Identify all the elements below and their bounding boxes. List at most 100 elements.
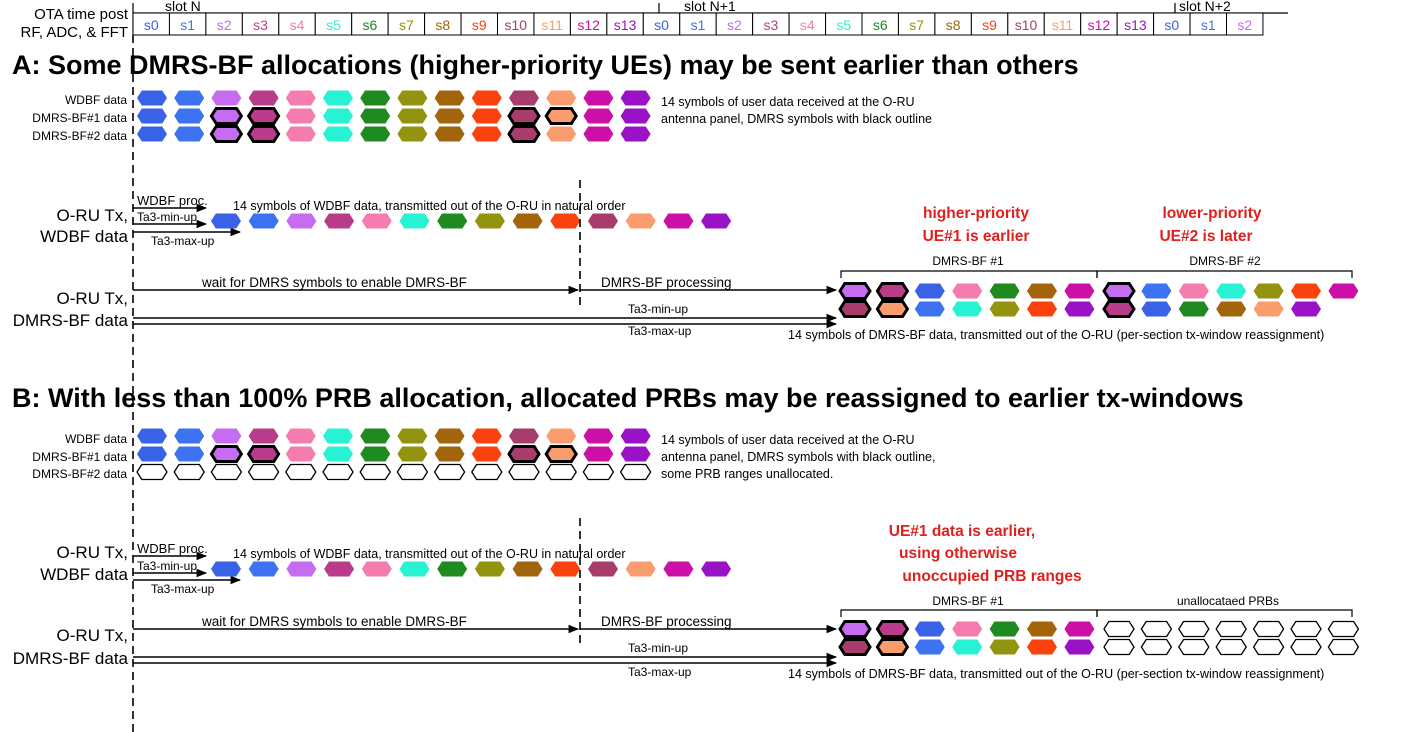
- red-note-ue1: using otherwise: [899, 545, 1017, 562]
- symbol-label: s10: [504, 17, 527, 33]
- symbol-hex: [471, 463, 503, 481]
- symbol-label: s7: [399, 17, 414, 33]
- symbol-hex: [1253, 283, 1284, 299]
- rx-note: antenna panel, DMRS symbols with black o…: [661, 450, 935, 464]
- symbol-hex: [625, 561, 656, 577]
- symbol-hex: [211, 90, 242, 106]
- symbol-hex: [399, 213, 430, 229]
- symbol-hex: [545, 463, 577, 481]
- ta3-max-long-label: Ta3-max-up: [628, 665, 692, 679]
- symbol-hex: [507, 125, 541, 143]
- symbol-hex: [1064, 621, 1095, 637]
- symbol-label: s4: [800, 17, 815, 33]
- symbol-hex: [211, 561, 241, 577]
- rx-label-dmrs1: DMRS-BF#1 data: [32, 111, 127, 125]
- symbol-label: s0: [1164, 17, 1179, 33]
- symbol-hex: [620, 428, 651, 444]
- red-note-ue2: lower-priority: [1162, 205, 1261, 222]
- symbol-hex: [361, 561, 392, 577]
- red-note-ue1: UE#1 is earlier: [923, 228, 1030, 245]
- red-note-ue1: higher-priority: [923, 205, 1029, 222]
- section-b-wdbf-tx: [211, 561, 732, 577]
- symbol-hex: [1252, 620, 1285, 638]
- symbol-hex: [544, 445, 578, 463]
- section-b-title: B: With less than 100% PRB allocation, a…: [12, 383, 1244, 413]
- brace-dmrs1: [840, 609, 1098, 617]
- brace-unallocated: [1096, 609, 1353, 617]
- symbol-hex: [285, 463, 317, 481]
- rx-note: 14 symbols of user data received at the …: [661, 95, 915, 109]
- symbol-hex: [620, 108, 651, 124]
- symbol-hex: [286, 561, 317, 577]
- symbol-hex: [434, 108, 465, 124]
- symbol-hex: [663, 561, 694, 577]
- symbol-hex: [1291, 283, 1321, 299]
- section-a-title: A: Some DMRS-BF allocations (higher-prio…: [12, 50, 1079, 80]
- symbol-hex: [434, 90, 465, 106]
- symbol-hex: [663, 213, 694, 229]
- symbol-hex: [286, 213, 317, 229]
- symbol-hex: [838, 620, 872, 638]
- brace-dmrs2: [1096, 270, 1353, 278]
- ta3-max-label: Ta3-max-up: [151, 582, 215, 596]
- symbol-label: s2: [1237, 17, 1252, 33]
- brace-label: DMRS-BF #2: [1189, 254, 1261, 268]
- symbol-hex: [701, 561, 732, 577]
- timeline-label-1: OTA time post: [34, 6, 129, 23]
- symbol-label: s9: [472, 17, 487, 33]
- symbol-hex: [875, 620, 910, 638]
- symbol-hex: [324, 213, 355, 229]
- symbol-hex: [507, 445, 541, 463]
- rx-note: 14 symbols of user data received at the …: [661, 433, 915, 447]
- symbol-hex: [620, 446, 651, 462]
- symbol-hex: [471, 428, 502, 444]
- symbol-hex: [952, 301, 983, 317]
- symbol-hex: [952, 639, 983, 655]
- tx-dmrs-label: DMRS-BF data: [13, 311, 129, 330]
- section-a-dmrs-tx: [838, 282, 1359, 318]
- rx-label-wdbf: WDBF data: [65, 93, 127, 107]
- symbol-label: s0: [144, 17, 159, 33]
- symbol-label: s3: [763, 17, 778, 33]
- symbol-hex: [246, 125, 281, 143]
- symbol-label: s10: [1015, 17, 1038, 33]
- dmrs-tx-note: 14 symbols of DMRS-BF data, transmitted …: [788, 667, 1324, 681]
- symbol-hex: [1027, 621, 1057, 637]
- symbol-hex: [1290, 638, 1322, 656]
- symbol-hex: [397, 90, 428, 106]
- symbol-hex: [137, 108, 167, 124]
- symbol-hex: [474, 213, 505, 229]
- symbol-label: s6: [363, 17, 378, 33]
- brace-label: DMRS-BF #1: [932, 594, 1004, 608]
- symbol-hex: [209, 125, 244, 143]
- symbol-label: s13: [614, 17, 637, 33]
- symbol-hex: [1064, 301, 1095, 317]
- symbol-hex: [434, 428, 465, 444]
- symbol-hex: [137, 446, 167, 462]
- rx-label-wdbf: WDBF data: [65, 432, 127, 446]
- symbol-hex: [471, 446, 502, 462]
- rx-label-dmrs2: DMRS-BF#2 data: [32, 129, 127, 143]
- symbol-label: s1: [1201, 17, 1216, 33]
- symbol-hex: [433, 463, 466, 481]
- symbol-label: s1: [691, 17, 706, 33]
- symbol-hex: [838, 300, 872, 318]
- slot-label: slot N+1: [684, 0, 736, 14]
- symbol-hex: [474, 561, 505, 577]
- rx-note: some PRB ranges unallocated.: [661, 467, 833, 481]
- symbol-hex: [1252, 638, 1285, 656]
- symbol-hex: [619, 463, 652, 481]
- slot-label: slot N: [165, 0, 201, 14]
- red-note-ue1: unoccupied PRB ranges: [902, 568, 1081, 585]
- symbol-hex: [437, 561, 468, 577]
- section-a-rx-grid: [137, 90, 651, 143]
- symbol-hex: [137, 90, 167, 106]
- symbol-hex: [583, 446, 614, 462]
- symbol-hex: [508, 463, 540, 481]
- slot-label: slot N+2: [1179, 0, 1231, 14]
- wdbf-proc-label: WDBF proc.: [137, 541, 208, 556]
- tx-wdbf-label: WDBF data: [40, 565, 128, 584]
- symbol-hex: [1064, 639, 1095, 655]
- symbol-hex: [1178, 638, 1210, 656]
